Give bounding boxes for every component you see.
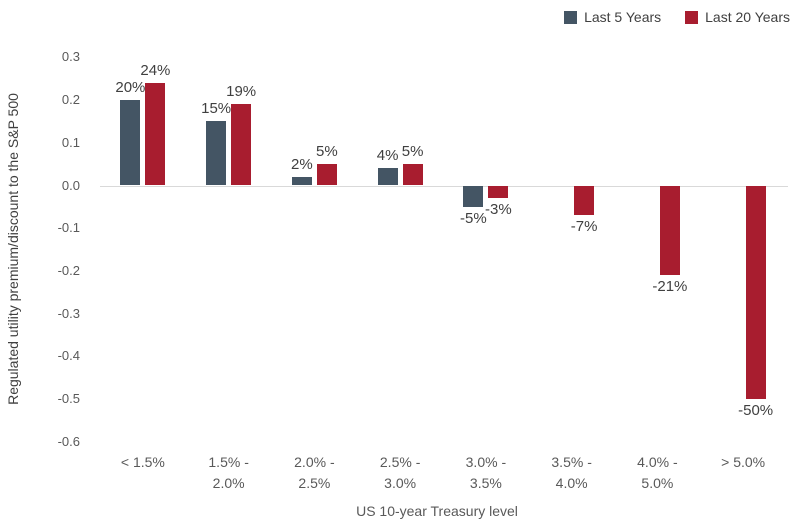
bar-last-5-years bbox=[291, 176, 312, 186]
bar-value-label: 19% bbox=[226, 83, 257, 101]
legend-swatch bbox=[685, 10, 699, 24]
x-axis-title: US 10-year Treasury level bbox=[356, 503, 518, 519]
y-tick-label: 0.2 bbox=[61, 92, 80, 108]
legend-swatch bbox=[564, 10, 578, 24]
x-category-line: 2.5% - bbox=[379, 454, 421, 470]
x-category-line: 4.0% - bbox=[637, 454, 678, 470]
bar-last-5-years bbox=[377, 168, 398, 186]
legend: Last 5 Years Last 20 Years bbox=[564, 9, 790, 25]
y-tick-label: -0.3 bbox=[57, 305, 80, 321]
bar-value-label: 15% bbox=[201, 100, 232, 118]
x-category-label: 1.5% - 2.0% bbox=[185, 452, 273, 494]
bar-last-5-years bbox=[120, 100, 141, 186]
bar-last-20-years bbox=[145, 83, 166, 186]
legend-label: Last 5 Years bbox=[584, 9, 662, 25]
bar-last-20-years bbox=[745, 185, 766, 399]
bar-value-label: 20% bbox=[115, 79, 146, 97]
x-category-line: 3.0% bbox=[384, 475, 417, 491]
x-category-label: 3.0% - 3.5% bbox=[442, 452, 530, 494]
x-category-label: 2.0% - 2.5% bbox=[270, 452, 358, 494]
bar-value-label: 5% bbox=[401, 143, 424, 161]
bar-value-label: -5% bbox=[460, 209, 487, 227]
y-tick-label: -0.1 bbox=[57, 220, 80, 236]
bar-value-label: 4% bbox=[376, 147, 399, 165]
bar-value-label: 2% bbox=[291, 155, 313, 173]
x-category-label: < 1.5% bbox=[99, 452, 187, 473]
bar-value-label: -3% bbox=[485, 201, 512, 219]
y-tick-label: 0.0 bbox=[61, 177, 80, 193]
legend-label: Last 20 Years bbox=[705, 9, 790, 25]
bar-value-label: 24% bbox=[140, 62, 171, 80]
bar-value-label: -7% bbox=[570, 218, 598, 236]
bar-last-5-years bbox=[206, 121, 227, 186]
x-category-label: 2.5% - 3.0% bbox=[356, 452, 444, 494]
x-category-line: 2.5% bbox=[298, 475, 331, 491]
legend-item: Last 5 Years bbox=[564, 9, 661, 25]
y-tick-label: -0.6 bbox=[57, 433, 80, 449]
bar-last-5-years bbox=[463, 185, 484, 207]
bar-last-20-years bbox=[488, 185, 509, 199]
x-category-line: 3.5% - bbox=[551, 454, 592, 470]
bar-last-20-years bbox=[231, 104, 252, 186]
y-tick-label: -0.5 bbox=[57, 391, 80, 406]
bar-last-20-years bbox=[316, 164, 337, 186]
x-category-line: > 5.0% bbox=[721, 454, 766, 470]
x-category-line: 1.5% - bbox=[208, 454, 249, 470]
x-category-line: < 1.5% bbox=[120, 454, 165, 470]
x-category-line: 3.0% - bbox=[465, 454, 507, 470]
bar-last-20-years bbox=[659, 185, 680, 276]
bar-value-label: 5% bbox=[316, 143, 338, 161]
x-category-line: 3.5% bbox=[469, 475, 502, 491]
y-tick-label: -0.2 bbox=[57, 262, 80, 278]
y-tick-label: 0.1 bbox=[61, 134, 80, 150]
x-axis-line bbox=[100, 186, 788, 187]
x-category-label: 3.5% - 4.0% bbox=[528, 452, 616, 494]
x-category-line: 5.0% bbox=[641, 475, 674, 491]
y-axis-title: Regulated utility premium/discount to th… bbox=[5, 93, 21, 405]
x-category-label: > 5.0% bbox=[699, 452, 787, 473]
y-tick-label: -0.4 bbox=[57, 348, 80, 364]
x-category-line: 2.0% bbox=[212, 475, 245, 491]
x-category-label: 4.0% - 5.0% bbox=[613, 452, 701, 494]
bar-last-20-years bbox=[402, 164, 423, 186]
legend-item: Last 20 Years bbox=[685, 9, 790, 25]
x-category-line: 4.0% bbox=[555, 475, 588, 491]
bar-value-label: -21% bbox=[652, 278, 688, 296]
x-category-line: 2.0% - bbox=[294, 454, 335, 470]
y-tick-label: 0.3 bbox=[61, 49, 80, 65]
bar-last-20-years bbox=[574, 185, 595, 216]
bar-value-label: -50% bbox=[738, 402, 774, 419]
